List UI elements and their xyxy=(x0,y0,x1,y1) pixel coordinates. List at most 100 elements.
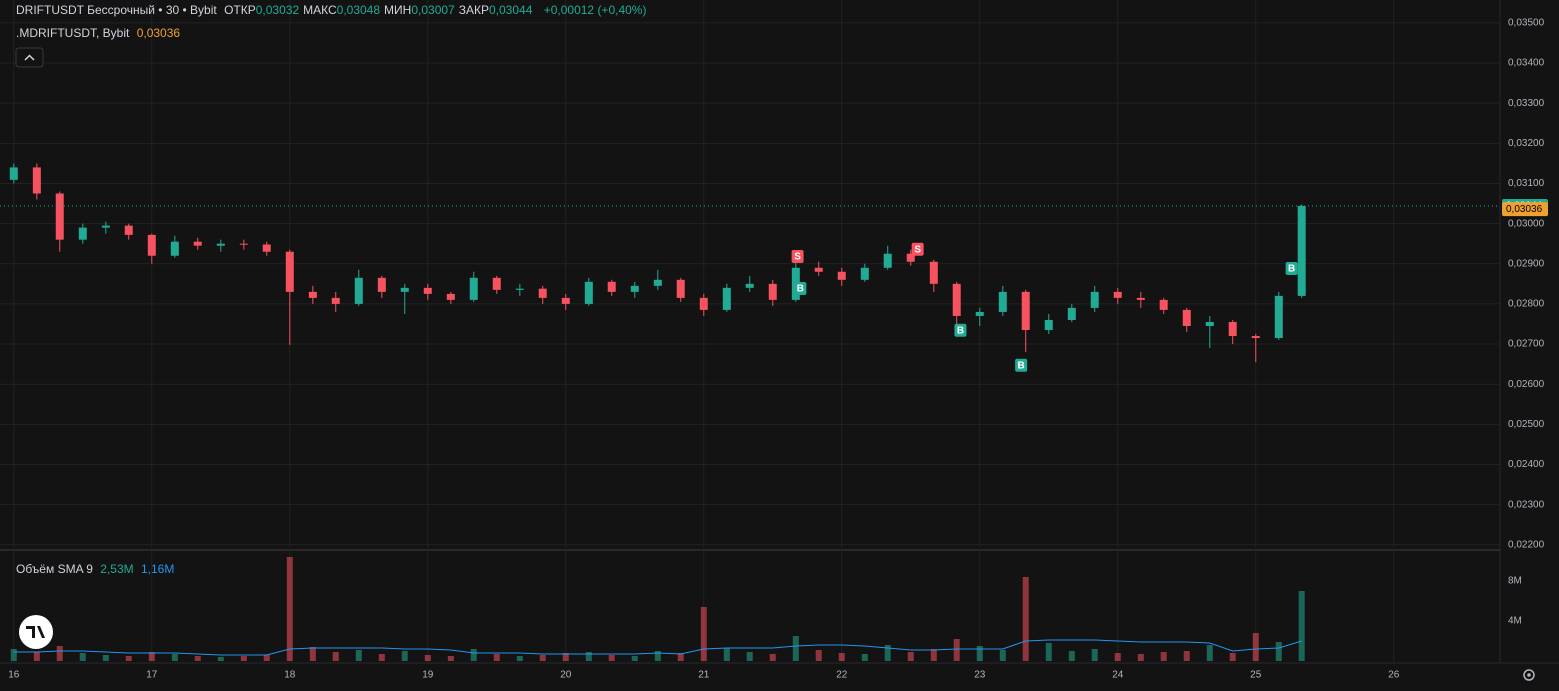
volume-bar xyxy=(171,654,178,661)
volume-bar xyxy=(1068,651,1075,661)
candle-body xyxy=(561,297,570,304)
volume-bar xyxy=(1137,654,1144,661)
mark-value: 0,03036 xyxy=(136,26,181,40)
signal-label: B xyxy=(1018,360,1025,371)
volume-bar xyxy=(1114,653,1121,661)
candle-body xyxy=(1113,291,1122,298)
candle-body xyxy=(837,271,846,280)
signal-marker xyxy=(794,282,807,296)
volume-bar xyxy=(1229,653,1236,661)
logo[interactable] xyxy=(19,615,53,649)
candle-body xyxy=(1274,295,1283,339)
ohlc-value: 0,03044 xyxy=(488,3,533,17)
candle-body xyxy=(285,251,294,292)
signal-label: S xyxy=(794,252,801,263)
volume-bar xyxy=(723,648,730,661)
candle-body xyxy=(400,287,409,292)
signal-marker xyxy=(954,323,967,337)
volume-bar xyxy=(976,646,983,661)
volume-bar xyxy=(194,656,201,661)
y-tick-label: 0,03100 xyxy=(1508,178,1545,189)
signal-label: S xyxy=(914,244,921,255)
candle-body xyxy=(9,167,18,180)
candle-body xyxy=(653,279,662,286)
candle-body xyxy=(929,261,938,284)
candle-body xyxy=(1182,309,1191,326)
candle-body xyxy=(216,243,225,246)
y-tick-label: 0,03300 xyxy=(1508,98,1545,109)
x-tick-label: 23 xyxy=(974,670,986,681)
signal-label: B xyxy=(957,325,964,336)
candle-body xyxy=(998,291,1007,312)
candle-body xyxy=(124,225,133,235)
volume-tick-label: 4M xyxy=(1508,616,1522,627)
candle-body xyxy=(308,291,317,298)
y-tick-label: 0,03500 xyxy=(1508,18,1545,29)
change: +0,00012 (+0,40%) xyxy=(543,3,647,17)
candle-body xyxy=(745,283,754,288)
ohlc-value: 0,03032 xyxy=(255,3,300,17)
candle-body xyxy=(78,227,87,240)
logo-mark xyxy=(26,626,45,638)
volume-sma xyxy=(13,639,1302,656)
volume-title: Объём SMA 9 xyxy=(16,562,93,576)
volume-bar xyxy=(10,649,17,661)
signal-label: B xyxy=(1288,264,1295,275)
volume-bar xyxy=(355,650,362,661)
ohlc-label: ОТКР xyxy=(224,3,256,17)
candle-body xyxy=(952,283,961,316)
volume-bar xyxy=(516,656,523,661)
volume-bar xyxy=(447,656,454,661)
volume-bar xyxy=(861,654,868,661)
y-tick-label: 0,02300 xyxy=(1508,499,1545,510)
volume-bar xyxy=(493,654,500,661)
ohlc-label: МИН xyxy=(384,3,412,17)
signal-marker xyxy=(1285,261,1298,275)
settings-icon[interactable] xyxy=(1523,669,1535,681)
x-tick-label: 24 xyxy=(1112,670,1124,681)
candle-body xyxy=(32,167,41,194)
volume-bar xyxy=(1045,643,1052,661)
y-tick-label: 0,03200 xyxy=(1508,138,1545,149)
collapse-button[interactable] xyxy=(15,47,44,68)
candle-body xyxy=(1159,299,1168,310)
candle-body xyxy=(262,244,271,252)
signal-marker xyxy=(791,249,804,263)
x-tick-label: 22 xyxy=(836,670,848,681)
volume-bar xyxy=(1183,651,1190,661)
mark-price-tag xyxy=(1502,202,1548,217)
signal-marker xyxy=(1015,358,1028,372)
volume-bar xyxy=(79,653,86,661)
candle-body xyxy=(1205,321,1214,326)
volume-bar xyxy=(999,650,1006,661)
y-tick-label: 0,03400 xyxy=(1508,58,1545,69)
volume-bar xyxy=(838,653,845,661)
collapse-icon xyxy=(24,54,35,61)
volume-legend: Объём SMA 9 2,53M 1,16M xyxy=(16,562,178,576)
candle-body xyxy=(883,253,892,268)
candle-body xyxy=(1021,291,1030,331)
candle-body xyxy=(469,277,478,300)
ohlc-label: ЗАКР xyxy=(458,3,489,17)
candle-body xyxy=(607,281,616,292)
x-tick-label: 21 xyxy=(698,670,710,681)
candle-body xyxy=(1297,205,1306,296)
candle-body xyxy=(193,241,202,246)
volume-bar xyxy=(332,652,339,661)
volume-bar xyxy=(263,655,270,661)
candle-body xyxy=(676,279,685,298)
volume-bar xyxy=(654,651,661,661)
volume-bar xyxy=(608,655,615,661)
candle-body xyxy=(1136,297,1145,300)
volume-bar xyxy=(309,647,316,661)
ohlc-label: МАКС xyxy=(303,3,337,17)
candle-body xyxy=(170,241,179,256)
volume-bar xyxy=(56,646,63,661)
volume-bar xyxy=(792,636,799,661)
y-tick-label: 0,02800 xyxy=(1508,299,1545,310)
candle-body xyxy=(331,297,340,304)
volume-bar xyxy=(930,649,937,661)
candle-body xyxy=(354,277,363,304)
candle-body xyxy=(699,297,708,310)
